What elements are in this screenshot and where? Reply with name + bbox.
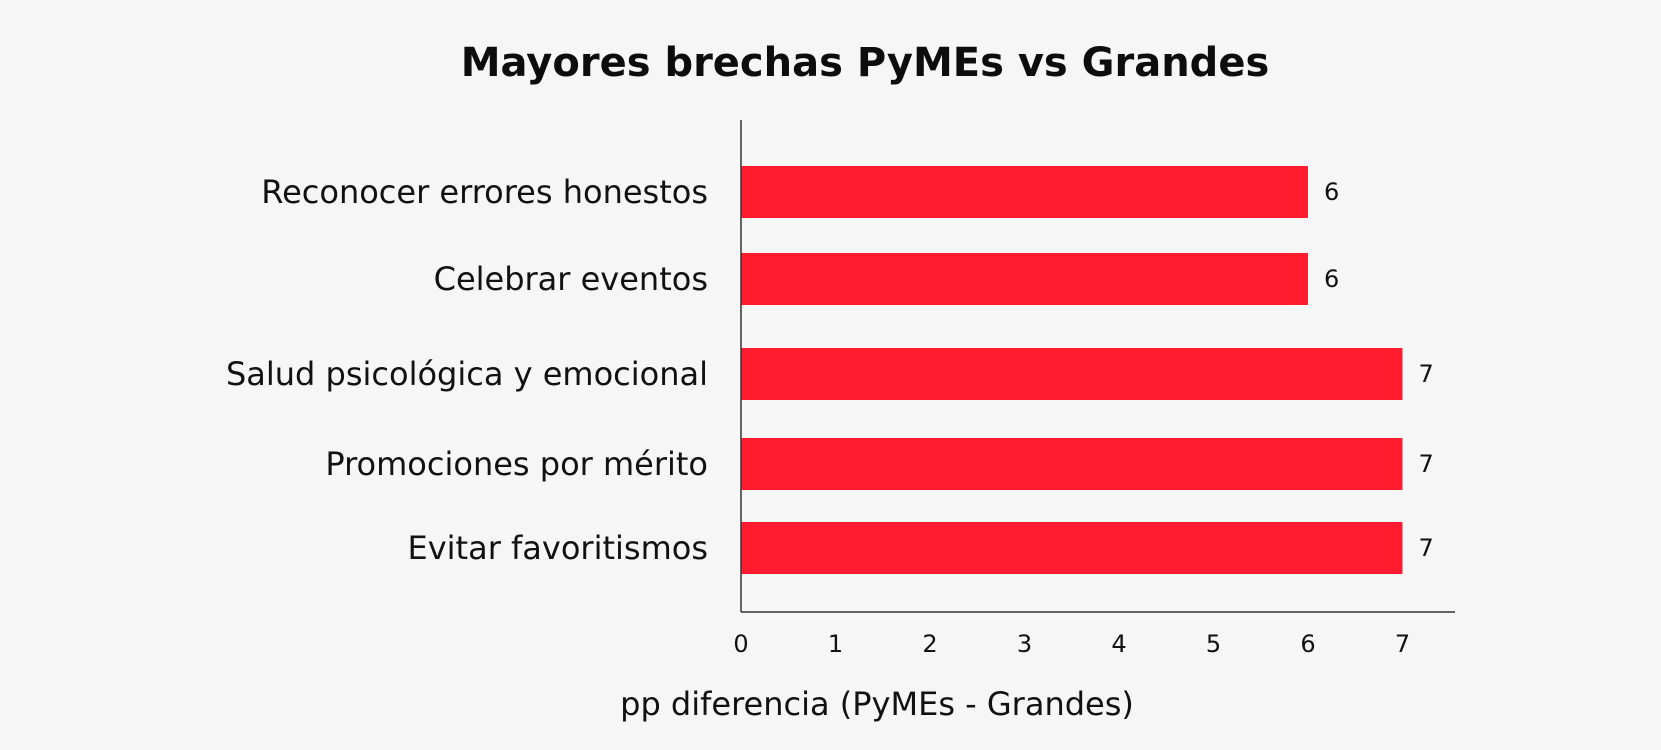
x-tick-label: 2: [922, 630, 937, 658]
x-tick-label: 6: [1300, 630, 1315, 658]
bars-group: [741, 166, 1403, 574]
value-label: 6: [1324, 265, 1339, 293]
bar: [741, 166, 1308, 218]
category-label: Salud psicológica y emocional: [226, 355, 708, 393]
x-tick-label: 4: [1111, 630, 1126, 658]
value-label: 7: [1419, 534, 1434, 562]
x-tick-label: 5: [1206, 630, 1221, 658]
value-label: 6: [1324, 178, 1339, 206]
bar: [741, 522, 1403, 574]
x-tick-label: 7: [1395, 630, 1410, 658]
category-label: Promociones por mérito: [325, 445, 708, 483]
value-label: 7: [1419, 450, 1434, 478]
x-tick-label: 3: [1017, 630, 1032, 658]
value-label: 7: [1419, 360, 1434, 388]
category-label: Celebrar eventos: [434, 260, 708, 298]
chart-title: Mayores brechas PyMEs vs Grandes: [461, 40, 1270, 86]
x-tick-label: 1: [828, 630, 843, 658]
bar: [741, 438, 1403, 490]
category-labels-group: Reconocer errores honestos Celebrar event…: [226, 173, 708, 567]
bar: [741, 348, 1403, 400]
value-labels-group: 6 6 7 7 7: [1324, 178, 1434, 562]
x-ticks-group: 0 1 2 3 4 5 6 7: [733, 630, 1410, 658]
category-label: Evitar favoritismos: [408, 529, 709, 567]
x-axis-label: pp diferencia (PyMEs - Grandes): [620, 685, 1134, 723]
category-label: Reconocer errores honestos: [261, 173, 708, 211]
bar: [741, 253, 1308, 305]
x-tick-label: 0: [733, 630, 748, 658]
